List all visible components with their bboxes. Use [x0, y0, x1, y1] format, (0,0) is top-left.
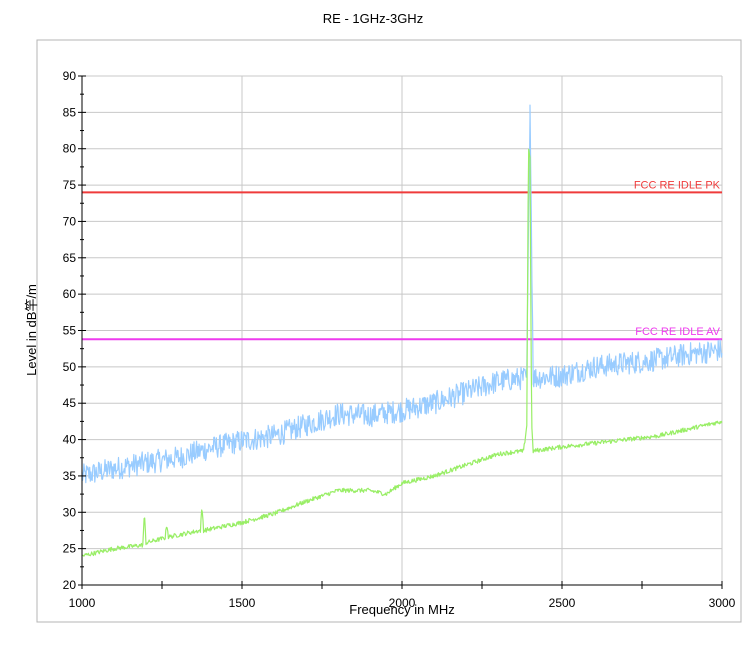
y-tick-label: 40 [63, 433, 77, 447]
y-tick-label: 25 [63, 542, 77, 556]
axes: 20 25 30 35 40 45 50 55 60 65 70 75 80 85 90 1000 1500 20… [63, 69, 736, 610]
x-axis-title: Frequency in MHz [349, 602, 454, 617]
y-tick-label: 45 [63, 396, 77, 410]
limit-lines: FCC RE IDLE PK FCC RE IDLE AV [82, 179, 722, 341]
y-tick-label: 75 [63, 178, 77, 192]
x-tick-label: 3000 [709, 596, 736, 610]
y-tick-label: 55 [63, 324, 77, 338]
limit-line-label: FCC RE IDLE PK [634, 179, 721, 191]
limit-line-label: FCC RE IDLE AV [635, 326, 720, 338]
y-tick-label: 50 [63, 360, 77, 374]
y-tick-label: 30 [63, 505, 77, 519]
y-axis-title: Level in dB竿/m [24, 284, 39, 376]
chart-title: RE - 1GHz-3GHz [323, 11, 423, 26]
y-tick-label: 35 [63, 469, 77, 483]
y-tick-label: 70 [63, 214, 77, 228]
y-tick-label: 90 [63, 69, 77, 83]
x-tick-label: 2500 [549, 596, 576, 610]
y-tick-label: 60 [63, 287, 77, 301]
series-line-1 [81, 104, 723, 484]
data-series [81, 104, 723, 557]
y-tick-label: 20 [63, 578, 77, 592]
y-tick-label: 80 [63, 142, 77, 156]
x-tick-label: 1500 [229, 596, 256, 610]
x-tick-label: 2000 [389, 596, 416, 610]
y-tick-label: 65 [63, 251, 77, 265]
y-tick-label: 85 [63, 105, 77, 119]
series-line-2 [81, 148, 723, 557]
x-tick-label: 1000 [69, 596, 96, 610]
